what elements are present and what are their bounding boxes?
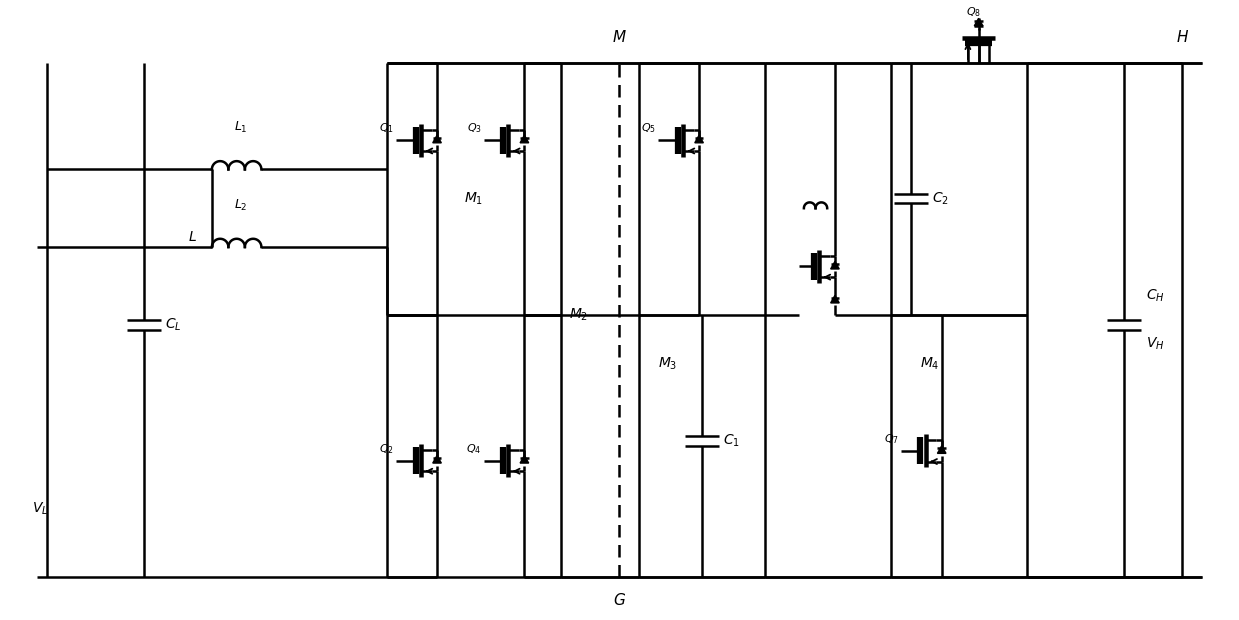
Text: $M_1$: $M_1$ — [465, 190, 483, 206]
Text: $Q_7$: $Q_7$ — [883, 432, 900, 446]
Text: $C_2$: $C_2$ — [932, 190, 949, 206]
Polygon shape — [938, 446, 947, 453]
Text: $C_L$: $C_L$ — [165, 316, 182, 333]
Polygon shape — [974, 18, 983, 26]
Text: $M_2$: $M_2$ — [569, 307, 589, 323]
Text: $C_1$: $C_1$ — [724, 433, 740, 450]
Polygon shape — [520, 456, 529, 463]
Text: $L$: $L$ — [188, 231, 197, 244]
Text: $L_1$: $L_1$ — [234, 120, 248, 135]
Text: $M_3$: $M_3$ — [658, 355, 678, 372]
Text: $L_2$: $L_2$ — [234, 198, 248, 213]
Text: $Q_3$: $Q_3$ — [467, 122, 482, 135]
Text: $M_4$: $M_4$ — [921, 355, 940, 372]
Text: $Q_1$: $Q_1$ — [379, 122, 394, 135]
Text: $M$: $M$ — [612, 29, 627, 45]
Text: $Q_5$: $Q_5$ — [642, 122, 657, 135]
Text: $V_H$: $V_H$ — [1146, 336, 1165, 352]
Polygon shape — [695, 135, 704, 143]
Text: $Q_2$: $Q_2$ — [379, 442, 394, 456]
Polygon shape — [432, 456, 441, 463]
Text: $G$: $G$ — [613, 591, 626, 608]
Polygon shape — [432, 135, 441, 143]
Polygon shape — [830, 262, 839, 269]
Text: $C_H$: $C_H$ — [1146, 287, 1165, 304]
Polygon shape — [520, 135, 529, 143]
Text: $H$: $H$ — [1176, 29, 1189, 45]
Text: $Q_8$: $Q_8$ — [966, 5, 981, 19]
Text: $V_L$: $V_L$ — [32, 501, 48, 517]
Text: $Q_4$: $Q_4$ — [466, 442, 482, 456]
Polygon shape — [830, 295, 839, 303]
